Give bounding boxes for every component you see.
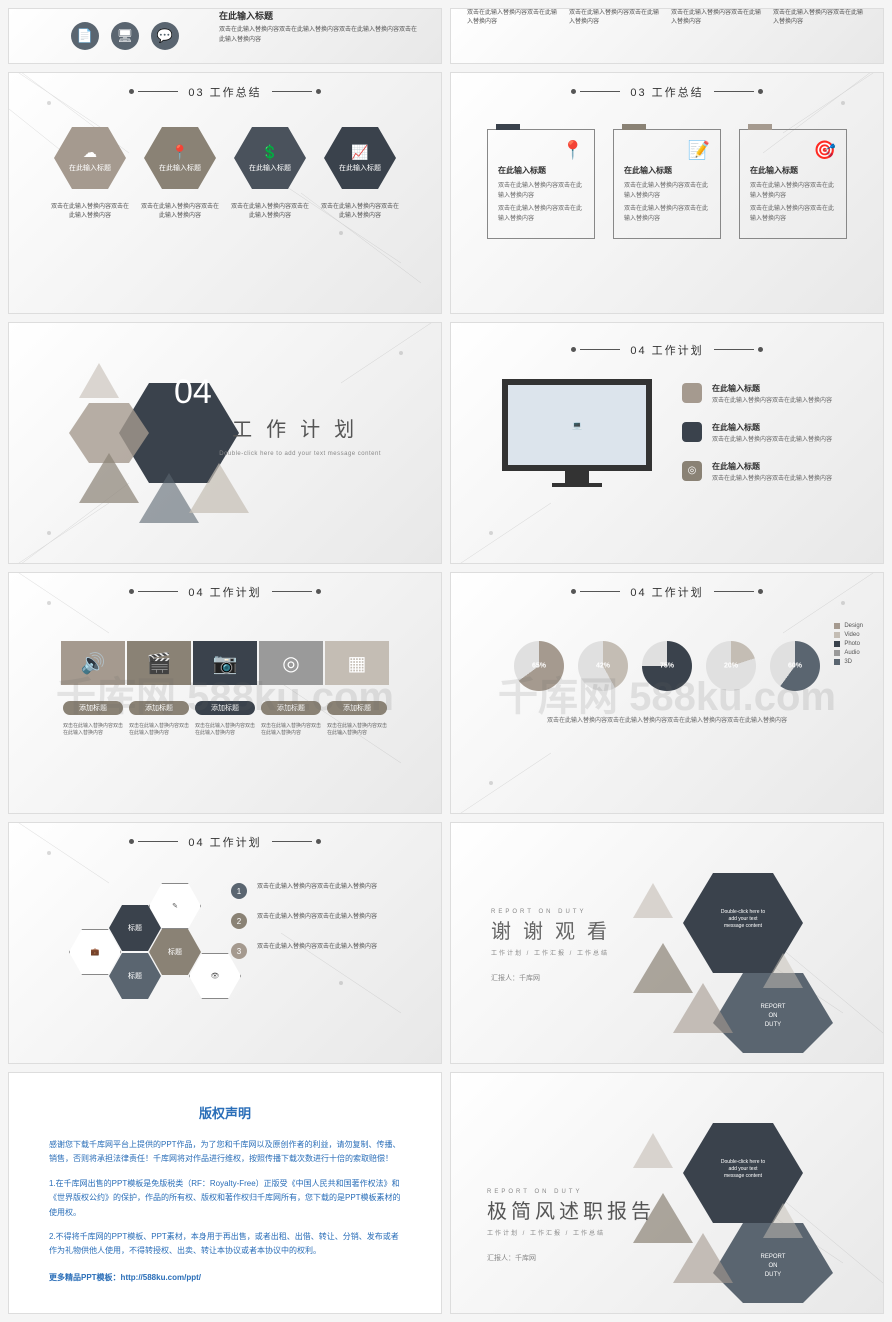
pie-chart: 65% [514,641,564,691]
thanks-sub: 工作计划 / 工作汇报 / 工作总结 [491,948,619,957]
network-decoration [281,183,442,314]
svg-text:Double-click here to: Double-click here to [721,1159,765,1165]
section-header: 04 工作计划 [451,331,883,359]
copyright-footer: 更多精品PPT模板：http://588ku.com/ppt/ [49,1271,401,1285]
card: 📍在此输入标题双击在此输入替换内容双击在此输入替换内容双击在此输入替换内容双击在… [487,129,595,239]
pie-chart: 75% [642,641,692,691]
legend-item: ◎在此输入标题双击在此输入替换内容双击在此输入替换内容 [682,461,832,484]
list-item: 1双击在此输入替换内容双击在此输入替换内容 [231,883,401,899]
chat-icon: 💬 [151,22,179,50]
s1-title: 在此输入标题 [219,9,419,22]
tag: 添加标题 [63,701,123,715]
icon-box: 📷 [193,641,257,685]
icon-box: 🔊 [61,641,125,685]
tag: 添加标题 [195,701,255,715]
geometric-cluster: Double-click here to add your text messa… [603,853,833,1053]
network-decoration [450,683,611,814]
network-decoration [281,683,442,814]
legend-entry: Audio [834,650,863,656]
legend-item: 在此输入标题双击在此输入替换内容双击在此输入替换内容 [682,383,832,406]
slide-icon-tabs: 04 工作计划 🔊🎬📷◎▦ 添加标题添加标题添加标题添加标题添加标题 双击在此输… [8,572,442,814]
hex-node: 💼 [69,929,121,975]
desc-text: 双击在此输入替换内容双击在此输入替换内容 [195,723,255,737]
legend-entry: Video [834,632,863,638]
pie-chart: 20% [706,641,756,691]
slide-hex-list: 04 工作计划 💼标题标题✎标题👁 1双击在此输入替换内容双击在此输入替换内容2… [8,822,442,1064]
copyright-p1: 感谢您下载千库网平台上提供的PPT作品，为了您和千库网以及原创作者的利益，请勿复… [49,1138,401,1167]
section-number: 04 [174,373,212,412]
legend-entry: 3D [834,659,863,665]
hex-cluster: 💼标题标题✎标题👁 [59,883,239,1023]
svg-text:Double-click here to: Double-click here to [721,909,765,915]
svg-text:message content: message content [724,923,763,929]
col-text: 双击在此输入替换内容双击在此输入替换内容 [773,9,867,27]
list-item: 3双击在此输入替换内容双击在此输入替换内容 [231,943,401,959]
slide-icons-text: 📄 🖥 💬 在此输入标题 双击在此输入替换内容双击在此输入替换内容双击在此输入替… [8,8,442,64]
pie-chart: 42% [578,641,628,691]
icon-box: ◎ [259,641,323,685]
slide-cover: Double-click here to add your text messa… [450,1072,884,1314]
svg-text:REPORT: REPORT [761,1004,786,1010]
section-subtitle: Double-click here to add your text messa… [219,450,381,458]
author: 汇报人：千库网 [487,1253,655,1263]
slide-four-cols: 双击在此输入替换内容双击在此输入替换内容 双击在此输入替换内容双击在此输入替换内… [450,8,884,64]
slide-cards: 03 工作总结 📍在此输入标题双击在此输入替换内容双击在此输入替换内容双击在此输… [450,72,884,314]
svg-text:message content: message content [724,1173,763,1179]
tag: 添加标题 [129,701,189,715]
author: 汇报人：千库网 [491,973,619,983]
desc-text: 双击在此输入替换内容双击在此输入替换内容 [63,723,123,737]
cover-title: 极简风述职报告 [487,1195,655,1224]
col-text: 双击在此输入替换内容双击在此输入替换内容 [467,9,561,27]
section-title: 工作计划 [219,413,381,442]
svg-text:REPORT: REPORT [761,1254,786,1260]
list-item: 2双击在此输入替换内容双击在此输入替换内容 [231,913,401,929]
doc-icon: 📄 [71,22,99,50]
svg-text:DUTY: DUTY [765,1022,781,1028]
network-decoration [450,433,611,564]
icon-box: ▦ [325,641,389,685]
pie-chart: 60% [770,641,820,691]
hex-node: 标题 [109,953,161,999]
svg-text:add your text: add your text [729,1166,759,1172]
slide-monitor: 04 工作计划 💻 在此输入标题双击在此输入替换内容双击在此输入替换内容在此输入… [450,322,884,564]
slide-hexagons: 03 工作总结 ☁在此输入标题双击在此输入替换内容双击在此输入替换内容📍在此输入… [8,72,442,314]
hex-node: 标题 [149,929,201,975]
slide-pie-charts: 04 工作计划 65%42%75%20%60% DesignVideoPhoto… [450,572,884,814]
slide-thanks: Double-click here to add your text messa… [450,822,884,1064]
legend-entry: Photo [834,641,863,647]
svg-text:ON: ON [769,1263,778,1269]
slide-section-divider: 04 工作计划 Double-click here to add your te… [8,322,442,564]
slide-copyright: 版权声明 感谢您下载千库网平台上提供的PPT作品，为了您和千库网以及原创作者的利… [8,1072,442,1314]
legend-entry: Design [834,623,863,629]
col-text: 双击在此输入替换内容双击在此输入替换内容 [569,9,663,27]
legend-item: 在此输入标题双击在此输入替换内容双击在此输入替换内容 [682,422,832,445]
monitor-icon: 🖥 [111,22,139,50]
svg-text:DUTY: DUTY [765,1272,781,1278]
card: 🎯在此输入标题双击在此输入替换内容双击在此输入替换内容双击在此输入替换内容双击在… [739,129,847,239]
thanks-title: 谢谢观看 [491,915,619,944]
copyright-p3: 2.不得将千库网的PPT模板、PPT素材，本身用于再出售，或者出租、出借、转让、… [49,1230,401,1259]
svg-text:add your text: add your text [729,916,759,922]
icon-box: 🎬 [127,641,191,685]
copyright-p2: 1.在千库网出售的PPT模板是免版税类（RF：Royalty-Free）正版受《… [49,1177,401,1220]
svg-text:ON: ON [769,1013,778,1019]
desc-text: 双击在此输入替换内容双击在此输入替换内容 [129,723,189,737]
col-text: 双击在此输入替换内容双击在此输入替换内容 [671,9,765,27]
s1-desc: 双击在此输入替换内容双击在此输入替换内容双击在此输入替换内容双击在此输入替换内容 [219,26,419,45]
copyright-title: 版权声明 [49,1103,401,1122]
cover-sub: 工作计划 / 工作汇报 / 工作总结 [487,1228,655,1237]
card: 📝在此输入标题双击在此输入替换内容双击在此输入替换内容双击在此输入替换内容双击在… [613,129,721,239]
